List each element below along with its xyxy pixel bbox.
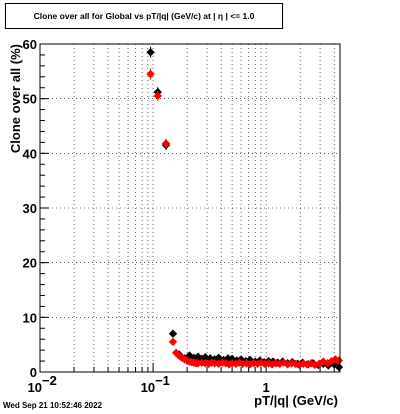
y-tick-label: 10 [23, 310, 37, 325]
y-tick-label: 40 [23, 146, 37, 161]
data-point [153, 91, 162, 101]
data-point [334, 362, 344, 372]
y-tick-label: 20 [23, 256, 37, 271]
chart-title: Clone over all for Global vs pT/|q| (GeV… [5, 3, 283, 29]
x-tick-exponent: −2 [42, 373, 57, 388]
data-point [171, 348, 181, 358]
x-tick-label: 10 [28, 380, 42, 395]
data-point [168, 337, 178, 347]
data-point [168, 329, 178, 338]
data-point [146, 48, 155, 57]
data-point [201, 353, 210, 362]
y-tick-label: 30 [23, 201, 37, 216]
data-point [334, 356, 344, 365]
grid [40, 44, 340, 372]
x-tick-label: 1 [263, 380, 270, 395]
data-point [161, 139, 171, 148]
timestamp: Wed Sep 21 10:52:46 2022 [3, 401, 103, 410]
plot-frame [39, 43, 341, 373]
data-point [146, 69, 155, 79]
data-markers [146, 46, 344, 372]
y-tick-label: 60 [23, 37, 37, 52]
y-tick-label: 50 [23, 92, 37, 107]
x-axis-title: pT/|q| (GeV/c) [254, 393, 338, 408]
y-tick-label: 0 [30, 365, 37, 380]
x-tick-exponent: −1 [155, 373, 170, 388]
x-tick-label: 10 [141, 380, 155, 395]
y-axis-title: Clone over all (%) [8, 44, 23, 153]
